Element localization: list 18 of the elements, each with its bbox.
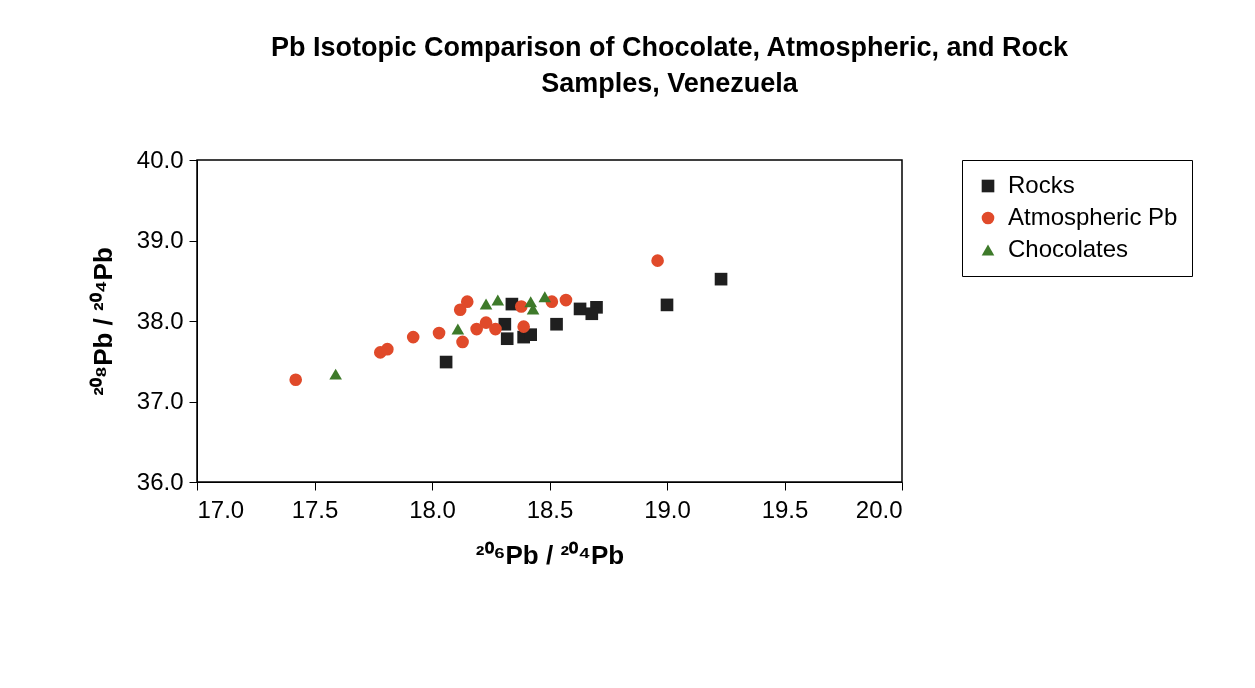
y-tick-label: 37.0	[136, 387, 184, 414]
legend-label: Rocks	[1008, 171, 1075, 198]
legend-label: Chocolates	[1008, 235, 1129, 262]
y-tick-label: 38.0	[136, 306, 184, 334]
y-tick-label: 40.0	[136, 145, 184, 173]
legend-label: Atmospheric Pb	[1008, 203, 1178, 230]
x-tick-label: 19.5	[761, 495, 809, 523]
x-tick-label: 18.5	[526, 495, 574, 523]
x-tick-label: 17.0	[197, 495, 245, 523]
y-tick-label: 39.0	[136, 226, 184, 253]
x-axis-title: ²⁰⁶Pb / ²⁰⁴Pb	[475, 539, 625, 570]
x-tick-label: 17.5	[291, 495, 339, 523]
x-tick-label: 18.0	[409, 495, 456, 523]
y-tick-label: 36.0	[136, 467, 184, 495]
y-axis-title: ²⁰⁸Pb / ²⁰⁴Pb	[87, 247, 118, 396]
chart-title: Pb Isotopic Comparison of Chocolate, Atmospheric, and Rock Samples, Venezuela	[270, 32, 1070, 98]
x-tick-label: 20.0	[855, 495, 903, 523]
x-tick-label: 19.0	[644, 495, 691, 523]
